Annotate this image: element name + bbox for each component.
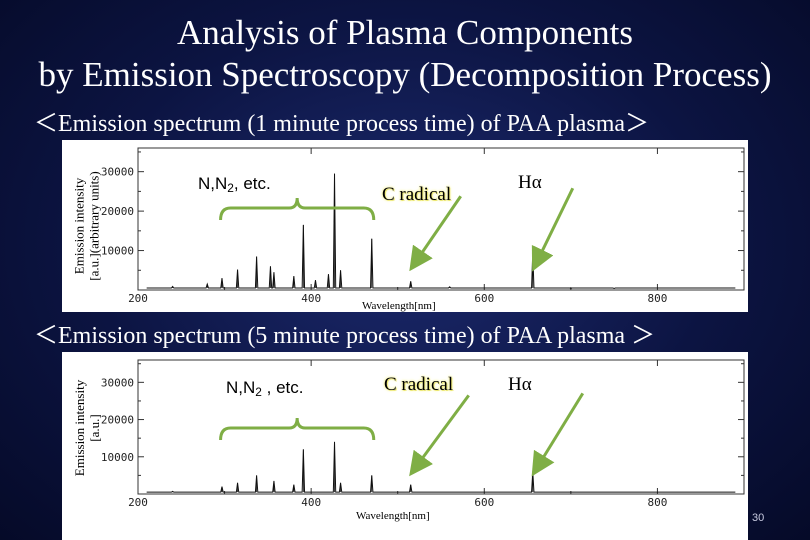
spectrum-chart-1min: 10000 20000 30000 200 400 600 800 (101, 147, 745, 305)
x-tick-label: 800 (647, 292, 667, 305)
slide-title-line-2: by Emission Spectroscopy (Decomposition … (38, 55, 772, 94)
annotation-nitrogen-prefix: N,N (198, 174, 228, 193)
annotation-c-radical: C radical (382, 184, 452, 205)
x-tick-label: 400 (301, 292, 321, 305)
spectrum-heading-5min: ＜Emission spectrum (5 minute process tim… (34, 323, 656, 349)
spectrum-panel-5min: Emission intensity [a.u.] 10000 20000 3000… (62, 352, 748, 540)
annotation-nitrogen: N,N2 , etc. (226, 378, 303, 399)
x-tick-label: 200 (128, 496, 148, 509)
bracket-nitrogen-region (219, 197, 376, 221)
page-number: 30 (752, 512, 765, 524)
x-axis-label-2: Wavelength[nm] (356, 510, 430, 522)
x-axis-label-1: Wavelength[nm] (362, 300, 436, 312)
y-tick-label: 10000 (101, 245, 134, 258)
annotation-nitrogen-subscript: 2 (255, 384, 262, 399)
annotation-h-alpha: Hα (508, 374, 532, 395)
bracket-nitrogen-region (219, 417, 376, 441)
x-tick-label: 200 (128, 292, 148, 305)
x-tick-label: 800 (647, 496, 667, 509)
arrow-h-alpha (531, 392, 585, 477)
x-tick-label: 600 (474, 292, 494, 305)
annotation-nitrogen-prefix: N,N (226, 378, 256, 397)
y-tick-label: 30000 (101, 376, 134, 389)
annotation-h-alpha: Hα (518, 172, 542, 193)
annotation-nitrogen-suffix: , etc. (233, 174, 271, 193)
annotation-nitrogen-subscript: 2 (227, 180, 234, 195)
plot-frame (137, 359, 745, 495)
arrow-c-radical (409, 394, 470, 477)
y-tick-label: 10000 (101, 451, 134, 464)
spectrum-chart-5min: 10000 20000 30000 200 400 600 800 (101, 359, 745, 509)
spectrum-panel-1min: Emission intensity [a.u.](arbitrary unit… (62, 140, 748, 312)
spectrum-heading-1min: ＜Emission spectrum (1 minute process tim… (34, 111, 650, 137)
annotation-nitrogen: N,N2, etc. (198, 174, 271, 195)
plot-frame (137, 147, 745, 291)
annotation-c-radical: C radical (384, 374, 454, 395)
arrow-h-alpha (531, 187, 575, 272)
slide-title-line-1: Analysis of Plasma Components (177, 13, 633, 52)
y-tick-label: 30000 (101, 166, 134, 179)
spectrum-line (146, 441, 736, 493)
x-tick-label: 400 (301, 496, 321, 509)
x-tick-label: 600 (474, 496, 494, 509)
y-tick-label: 20000 (101, 205, 134, 218)
arrow-c-radical (409, 195, 462, 272)
annotation-nitrogen-suffix: , etc. (261, 378, 304, 397)
y-tick-label: 20000 (101, 414, 134, 427)
